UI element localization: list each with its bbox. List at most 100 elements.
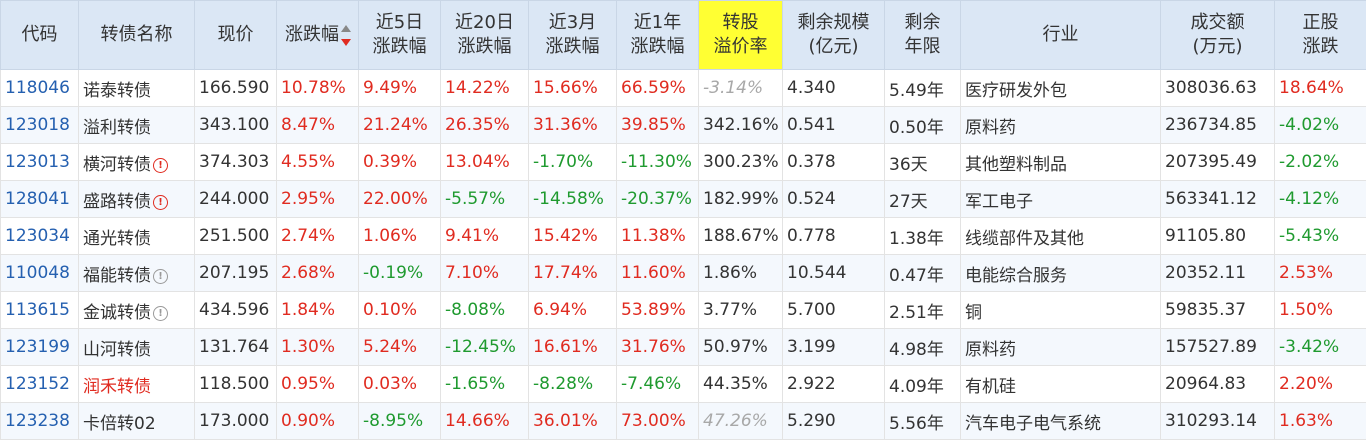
change-3m-cell: 15.66% (528, 69, 617, 107)
change-cell-text: 8.47% (281, 115, 336, 135)
bond-name[interactable]: 卡倍转02 (78, 402, 195, 440)
change-3m-cell-text: 16.61% (533, 337, 598, 357)
premium-cell-text: 300.23% (703, 152, 779, 172)
col-20d-label1: 近20日 (455, 12, 514, 33)
change-20d-cell-text: -1.65% (445, 374, 506, 394)
change-5d-cell-text: 1.06% (363, 226, 418, 246)
col-stock-change-label1: 正股 (1302, 12, 1339, 33)
table-row[interactable]: 110048 福能转债! 207.195 2.68% -0.19% 7.10% 17.74%… (0, 254, 1366, 292)
table-row[interactable]: 123013 横河转债! 374.303 4.55% 0.39% 13.04% -1.70%… (0, 143, 1366, 181)
table-row[interactable]: 123018 溢利转债 343.100 8.47% 21.24% 26.35% 31.36%… (0, 106, 1366, 144)
col-industry[interactable]: 行业 (960, 0, 1161, 70)
price-cell-text: 434.596 (199, 300, 270, 320)
bond-name[interactable]: 通光转债 (78, 217, 195, 255)
col-1y[interactable]: 近1年 涨跌幅 (616, 0, 699, 70)
industry-cell-text: 线缆部件及其他 (965, 228, 1084, 249)
table-row[interactable]: 123199 山河转债 131.764 1.30% 5.24% -12.45% 16.61%… (0, 328, 1366, 366)
table-row[interactable]: 118046 诺泰转债 166.590 10.78% 9.49% 14.22% 15.66%… (0, 69, 1366, 107)
table-row[interactable]: 123034 通光转债 251.500 2.74% 1.06% 9.41% 15.42% 11… (0, 217, 1366, 255)
industry-cell-text: 汽车电子电气系统 (965, 413, 1101, 434)
change-20d-cell-text: 14.22% (445, 78, 510, 98)
bond-code-link[interactable]: 110048 (0, 254, 79, 292)
change-1y-cell: 11.38% (616, 217, 699, 255)
change-1y-cell-text: -11.30% (621, 152, 692, 172)
col-stock-change[interactable]: 正股 涨跌 (1274, 0, 1366, 70)
col-term[interactable]: 剩余 年限 (884, 0, 961, 70)
bond-code-link[interactable]: 123199 (0, 328, 79, 366)
bond-name[interactable]: 金诚转债! (78, 291, 195, 329)
bond-name[interactable]: 盛路转债! (78, 180, 195, 218)
bond-code-link[interactable]: 123013 (0, 143, 79, 181)
change-1y-cell-text: 11.38% (621, 226, 686, 246)
table-row[interactable]: 128041 盛路转债! 244.000 2.95% 22.00% -5.57% -14.5… (0, 180, 1366, 218)
change-5d-cell: 9.49% (358, 69, 441, 107)
bond-code-link[interactable]: 128041 (0, 180, 79, 218)
price-cell-text: 207.195 (199, 263, 270, 283)
change-cell: 10.78% (276, 69, 359, 107)
col-stock-change-label2: 涨跌 (1302, 36, 1339, 57)
price-cell: 374.303 (194, 143, 277, 181)
change-3m-cell-text: 17.74% (533, 263, 598, 283)
industry-cell: 线缆部件及其他 (960, 217, 1161, 255)
bond-code-link[interactable]: 123152 (0, 365, 79, 403)
bond-name[interactable]: 诺泰转债 (78, 69, 195, 107)
warning-icon[interactable]: ! (153, 305, 168, 321)
change-3m-cell: -14.58% (528, 180, 617, 218)
premium-cell-text: 3.77% (703, 300, 758, 320)
col-premium[interactable]: 转股 溢价率 (698, 0, 783, 70)
table-row[interactable]: 123152 润禾转债 118.500 0.95% 0.03% -1.65% -8.28% -… (0, 365, 1366, 403)
scale-cell-text: 5.700 (787, 300, 836, 320)
stock-change-cell: -4.12% (1274, 180, 1366, 218)
table-row[interactable]: 113615 金诚转债! 434.596 1.84% 0.10% -8.08% 6.94% 5… (0, 291, 1366, 329)
col-price[interactable]: 现价 (194, 0, 277, 70)
scale-cell: 0.524 (782, 180, 885, 218)
change-5d-cell-text: 5.24% (363, 337, 418, 357)
bond-name-text: 通光转债 (83, 228, 151, 249)
change-3m-cell: 17.74% (528, 254, 617, 292)
change-5d-cell-text: 21.24% (363, 115, 428, 135)
industry-cell: 电能综合服务 (960, 254, 1161, 292)
bond-name[interactable]: 山河转债 (78, 328, 195, 366)
bond-name[interactable]: 润禾转债 (78, 365, 195, 403)
col-change[interactable]: 涨跌幅 (276, 0, 359, 70)
col-scale[interactable]: 剩余规模 (亿元) (782, 0, 885, 70)
col-3m[interactable]: 近3月 涨跌幅 (528, 0, 617, 70)
bond-code-link[interactable]: 123018 (0, 106, 79, 144)
warning-icon[interactable]: ! (153, 194, 168, 210)
change-cell: 2.95% (276, 180, 359, 218)
price-cell-text: 374.303 (199, 152, 270, 172)
change-1y-cell: 66.59% (616, 69, 699, 107)
sort-desc-icon[interactable] (340, 21, 351, 49)
bond-code-link-text: 123238 (5, 411, 70, 431)
col-5d[interactable]: 近5日 涨跌幅 (358, 0, 441, 70)
price-cell-text: 251.500 (199, 226, 270, 246)
warning-icon[interactable]: ! (153, 268, 168, 284)
table-row[interactable]: 123238 卡倍转02 173.000 0.90% -8.95% 14.66% 36.01… (0, 402, 1366, 440)
volume-cell-text: 20352.11 (1165, 263, 1247, 283)
price-cell-text: 343.100 (199, 115, 270, 135)
change-3m-cell: 31.36% (528, 106, 617, 144)
industry-cell-text: 原料药 (965, 117, 1016, 138)
col-code[interactable]: 代码 (0, 0, 79, 70)
change-1y-cell-text: -7.46% (621, 374, 682, 394)
bond-code-link[interactable]: 113615 (0, 291, 79, 329)
col-premium-label1: 转股 (722, 12, 759, 33)
col-3m-label2: 涨跌幅 (545, 36, 600, 57)
col-20d[interactable]: 近20日 涨跌幅 (440, 0, 529, 70)
col-name[interactable]: 转债名称 (78, 0, 195, 70)
col-volume[interactable]: 成交额 (万元) (1160, 0, 1275, 70)
bond-code-link[interactable]: 123238 (0, 402, 79, 440)
bond-name[interactable]: 横河转债! (78, 143, 195, 181)
warning-icon[interactable]: ! (153, 157, 168, 173)
premium-cell-text: 1.86% (703, 263, 758, 283)
industry-cell-text: 医疗研发外包 (965, 80, 1067, 101)
bond-name[interactable]: 溢利转债 (78, 106, 195, 144)
industry-cell-text: 电能综合服务 (965, 265, 1067, 286)
premium-cell: -3.14% (698, 69, 783, 107)
price-cell: 166.590 (194, 69, 277, 107)
price-cell: 118.500 (194, 365, 277, 403)
bond-code-link[interactable]: 123034 (0, 217, 79, 255)
industry-cell: 其他塑料制品 (960, 143, 1161, 181)
bond-code-link[interactable]: 118046 (0, 69, 79, 107)
bond-name[interactable]: 福能转债! (78, 254, 195, 292)
